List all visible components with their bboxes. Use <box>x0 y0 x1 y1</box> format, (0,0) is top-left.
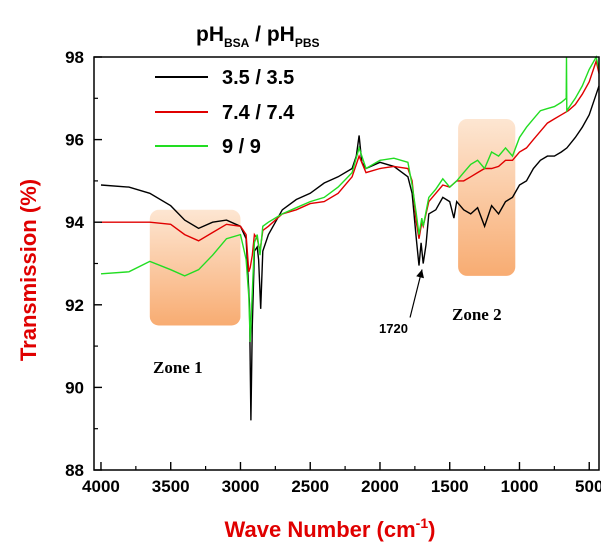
x-axis-title: Wave Number (cm-1) <box>225 515 436 542</box>
x-tick-label: 4000 <box>82 477 120 496</box>
legend-label-9: 9 / 9 <box>222 136 261 158</box>
x-tick-label: 2500 <box>291 477 329 496</box>
x-tick-label: 3000 <box>222 477 260 496</box>
y-tick-label: 94 <box>65 213 84 232</box>
zone-2-highlight <box>458 118 516 276</box>
y-axis-ticks: 88 90 92 94 96 98 <box>65 48 102 480</box>
x-tick-label: 3500 <box>152 477 190 496</box>
x-tick-label: 1000 <box>501 477 539 496</box>
series-line-3-5 <box>100 85 600 421</box>
legend-title: pHBSA / pHPBS <box>196 23 320 50</box>
x-tick-label: 1500 <box>431 477 469 496</box>
y-axis-title: Transmission (%) <box>16 179 41 361</box>
y-tick-label: 92 <box>65 296 84 315</box>
peak-arrow <box>409 269 423 318</box>
legend-label-7-4: 7.4 / 7.4 <box>222 102 295 124</box>
peak-label-1720: 1720 <box>379 321 408 336</box>
x-tick-label: 2000 <box>361 477 399 496</box>
x-axis-ticks: 4000 3500 3000 2500 2000 1500 1000 500 <box>82 462 601 496</box>
zone-1-highlight <box>149 209 241 326</box>
zone-1-label: Zone 1 <box>153 358 203 377</box>
peak-arrowhead <box>416 269 424 279</box>
x-tick-label: 500 <box>575 477 601 496</box>
series-lines <box>100 55 600 421</box>
legend: pHBSA / pHPBS 3.5 / 3.5 7.4 / 7.4 9 / 9 <box>155 23 320 158</box>
peak-annotation: 1720 <box>379 269 424 336</box>
series-line-9 <box>100 55 600 343</box>
legend-label-3-5: 3.5 / 3.5 <box>222 67 294 89</box>
y-tick-label: 96 <box>65 131 84 150</box>
y-tick-label: 90 <box>65 378 84 397</box>
zone-boxes <box>149 118 516 326</box>
zone-2-label: Zone 2 <box>452 305 502 324</box>
y-tick-label: 98 <box>65 48 84 67</box>
y-tick-label: 88 <box>65 461 84 480</box>
